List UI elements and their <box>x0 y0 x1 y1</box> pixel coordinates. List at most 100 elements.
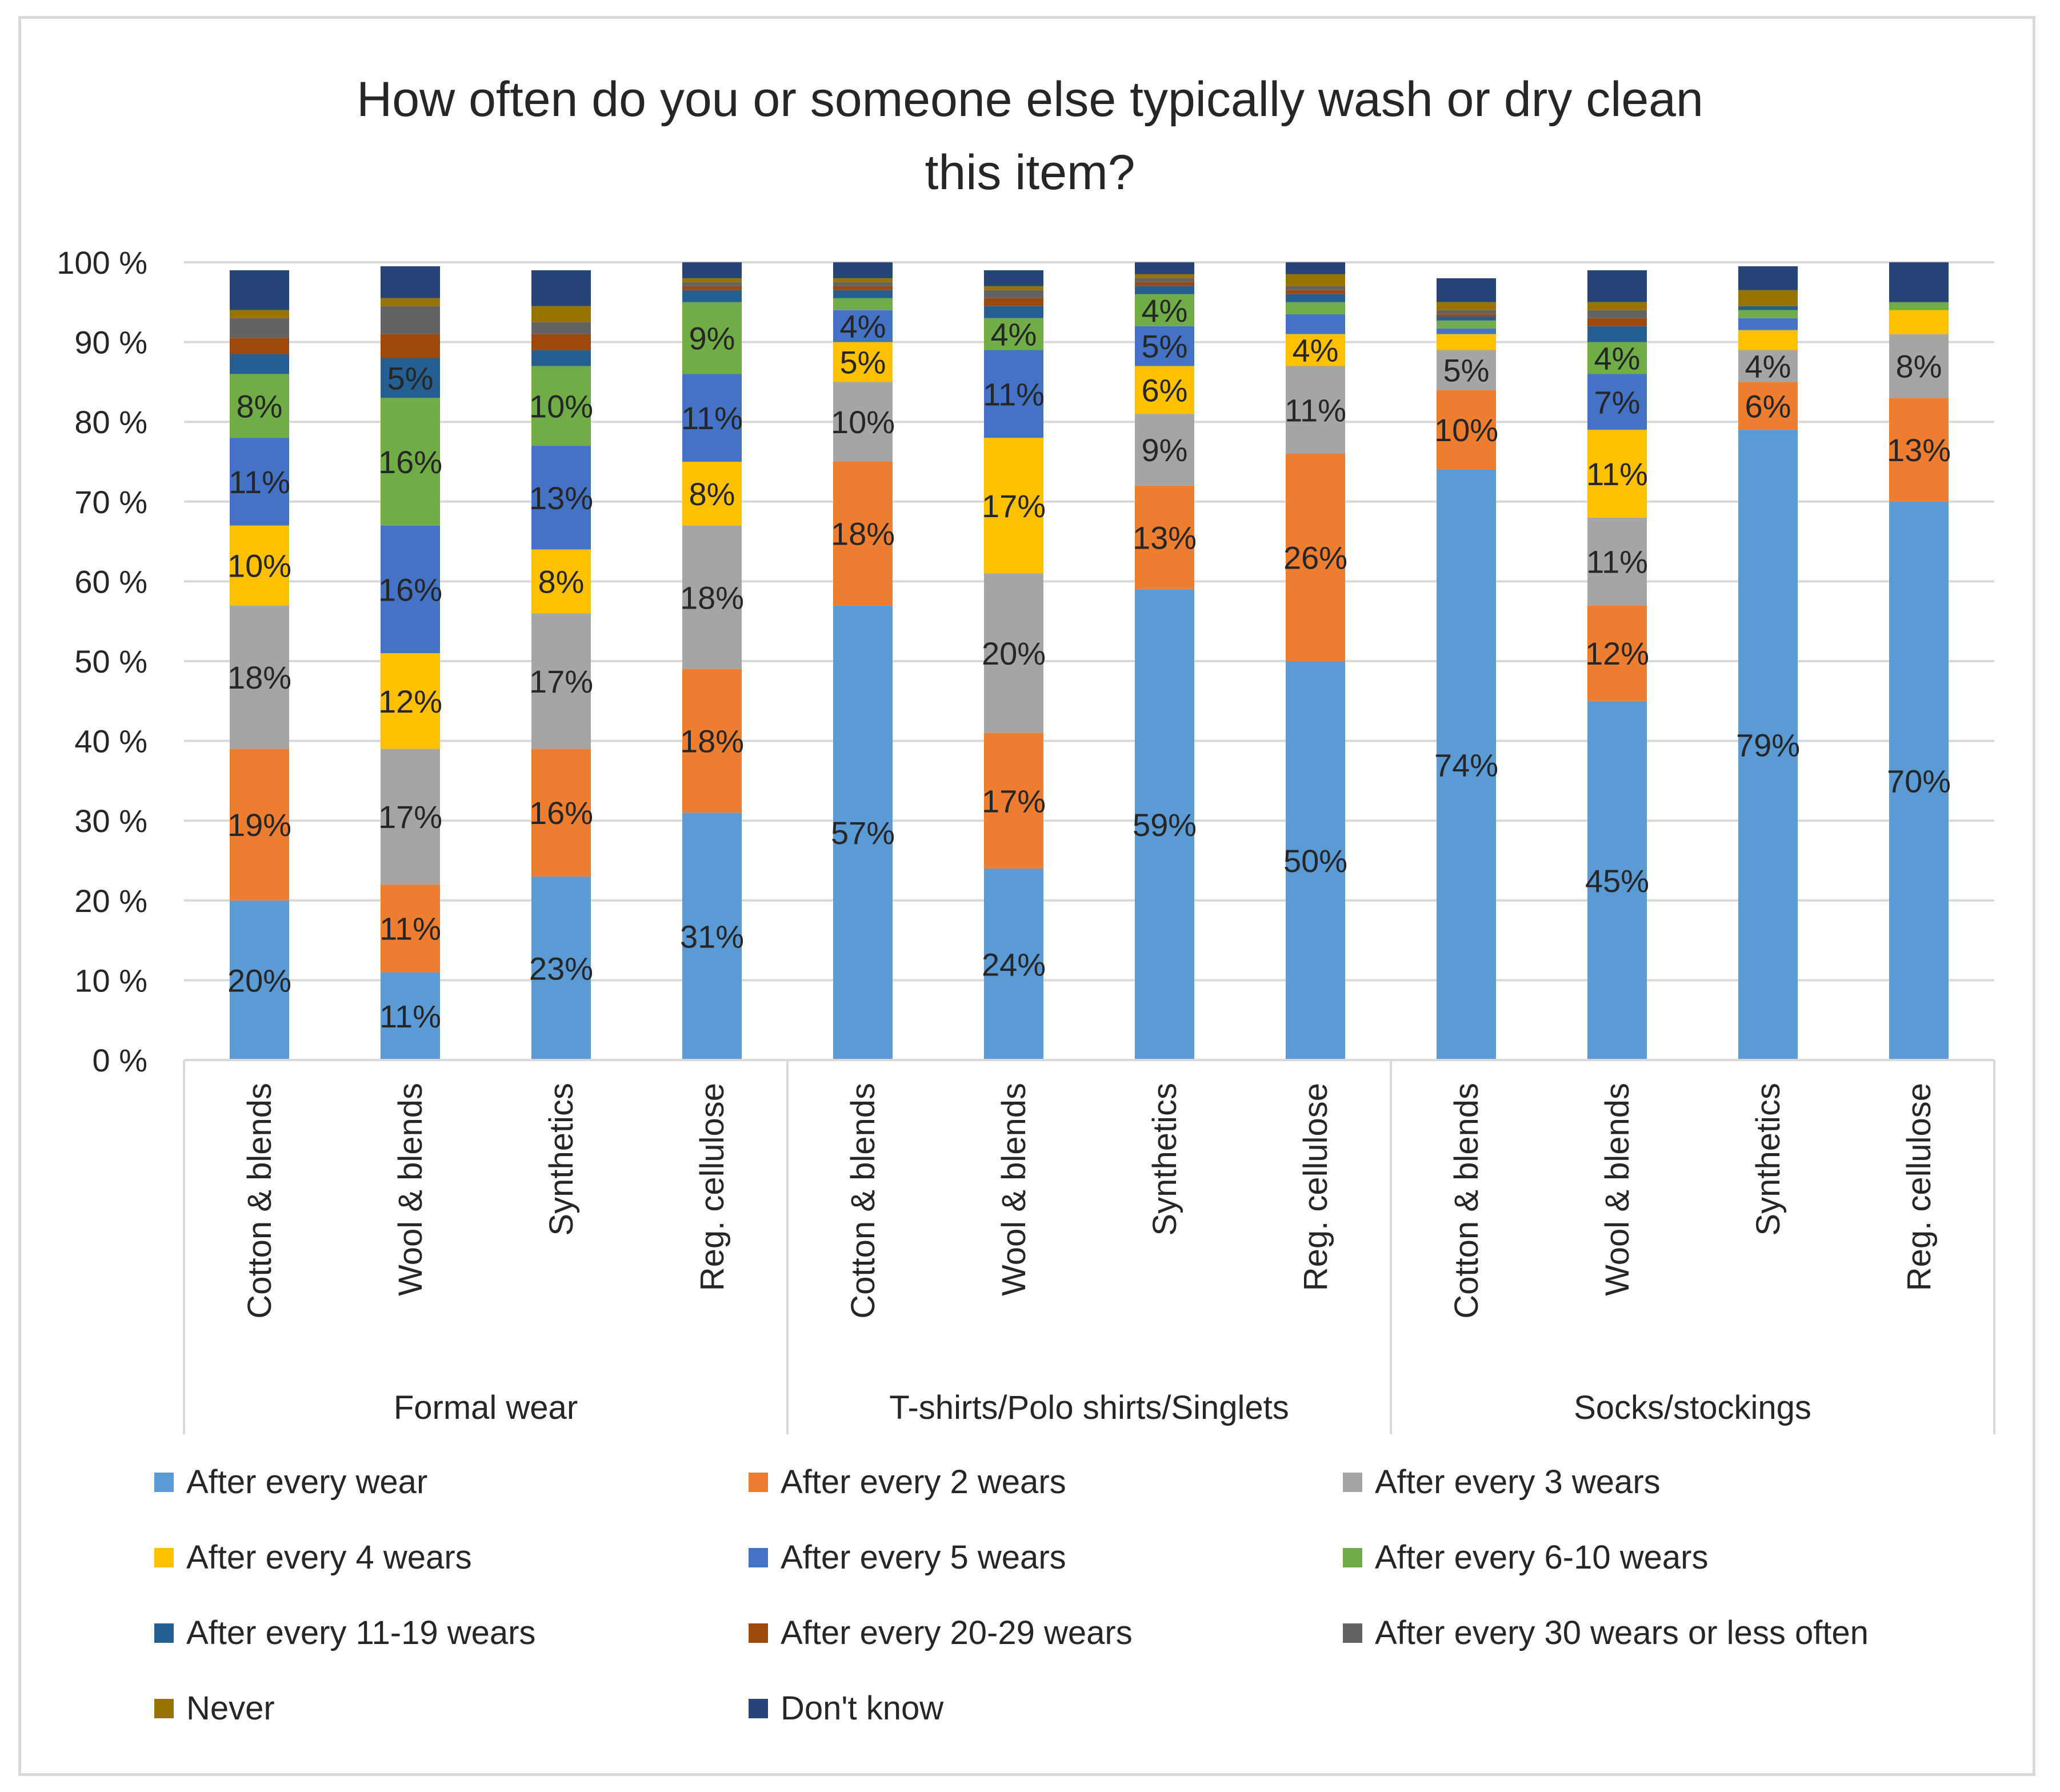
bar-segment <box>230 338 289 354</box>
bar-segment <box>1738 290 1798 306</box>
bar-segment <box>230 310 289 318</box>
data-label: 4% <box>1594 341 1641 377</box>
legend-swatch <box>749 1698 768 1718</box>
legend-swatch <box>1343 1623 1362 1643</box>
data-label: 12% <box>1585 635 1649 671</box>
bar-segment <box>1889 501 1949 1060</box>
data-label: 18% <box>680 579 744 615</box>
bar-segment <box>1437 320 1496 329</box>
bar-segment <box>1738 306 1798 310</box>
y-tick-label: 90 % <box>74 325 147 361</box>
category-label: Cotton & blends <box>241 1083 278 1319</box>
bar-segment <box>984 290 1043 298</box>
bar-segment <box>531 306 591 322</box>
data-label: 5% <box>1142 329 1188 365</box>
bar-segment <box>682 374 742 462</box>
legend-label: After every 30 wears or less often <box>1375 1614 1869 1651</box>
legend-label: Never <box>186 1690 275 1727</box>
bar-segment <box>381 266 440 298</box>
legend-item: After every 11-19 wears <box>154 1614 535 1652</box>
bar-segment <box>381 884 440 973</box>
bar-segment <box>833 382 893 462</box>
data-label: 13% <box>529 480 593 516</box>
legend-label: After every 20-29 wears <box>781 1614 1133 1651</box>
data-label: 13% <box>1887 432 1951 468</box>
y-tick-label: 20 % <box>74 883 147 919</box>
group-label: Formal wear <box>394 1389 578 1426</box>
bar-segment <box>1286 274 1345 286</box>
legend-item: After every 3 wears <box>1343 1463 1661 1501</box>
bar-segment <box>230 438 289 526</box>
bar-segment <box>1587 517 1647 606</box>
y-tick-label: 100 % <box>57 245 147 281</box>
chart-title-line-1: How often do you or someone else typical… <box>357 72 1703 127</box>
data-label: 18% <box>831 516 895 552</box>
bar-segment <box>531 876 591 1060</box>
bar-segment <box>1437 390 1496 470</box>
legend-label: After every 2 wears <box>781 1463 1066 1501</box>
legend-item: Don't know <box>749 1689 943 1727</box>
chart-title: How often do you or someone else typical… <box>0 63 2060 209</box>
bar-segment <box>1889 334 1949 398</box>
bar-segment <box>1286 262 1345 274</box>
y-tick-label: 40 % <box>74 723 147 759</box>
bar-segment <box>984 270 1043 286</box>
bar-segment <box>1286 661 1345 1060</box>
bar-segment <box>1437 310 1496 314</box>
bar-segment <box>682 462 742 526</box>
category-label: Reg. cellulose <box>1297 1083 1334 1291</box>
bar-segment <box>682 302 742 374</box>
y-tick-label: 0 % <box>93 1042 148 1078</box>
legend-swatch <box>1343 1547 1362 1567</box>
bar-segment <box>984 573 1043 733</box>
bar-segment <box>1135 286 1194 294</box>
bar-segment <box>1437 316 1496 321</box>
bar-segment <box>531 749 591 877</box>
bar-segment <box>381 298 440 306</box>
bar-segment <box>984 298 1043 306</box>
bar-segment <box>381 398 440 526</box>
legend-swatch <box>154 1698 174 1718</box>
data-label: 9% <box>1142 432 1188 468</box>
bar-segment <box>531 366 591 446</box>
data-label: 20% <box>227 962 291 998</box>
bar-segment <box>381 972 440 1060</box>
data-label: 24% <box>982 946 1046 982</box>
data-label: 19% <box>227 807 291 843</box>
data-label: 8% <box>237 388 283 424</box>
data-label: 16% <box>378 444 442 480</box>
bar-segment <box>1135 294 1194 326</box>
data-label: 11% <box>379 911 441 947</box>
data-label: 6% <box>1142 372 1188 408</box>
bar-segment <box>1286 294 1345 302</box>
data-label: 11% <box>229 464 290 500</box>
bar-segment <box>1437 314 1496 317</box>
bar-segment <box>984 306 1043 318</box>
bar-segment <box>833 342 893 382</box>
category-label: Synthetics <box>543 1083 580 1236</box>
data-label: 11% <box>1586 544 1648 580</box>
bar-segment <box>1286 366 1345 454</box>
bar-segment <box>1135 262 1194 274</box>
data-label: 31% <box>680 919 744 955</box>
chart-title-line-2: this item? <box>925 145 1135 200</box>
data-label: 11% <box>681 400 743 436</box>
category-label: Cotton & blends <box>1448 1083 1485 1319</box>
data-label: 59% <box>1133 807 1197 843</box>
bar-segment <box>682 286 742 290</box>
bar-segment <box>381 358 440 398</box>
data-label: 11% <box>1285 392 1346 428</box>
y-tick-label: 10 % <box>74 962 147 998</box>
data-label: 50% <box>1283 843 1347 879</box>
bar-segment <box>1286 454 1345 661</box>
bar-segment <box>1286 286 1345 290</box>
legend-item: Never <box>154 1689 275 1727</box>
bar-segment <box>1437 328 1496 334</box>
bar-segment <box>1587 605 1647 701</box>
legend-label: After every 5 wears <box>781 1539 1066 1576</box>
bar-segment <box>984 733 1043 869</box>
category-label: Synthetics <box>1750 1083 1787 1236</box>
legend-swatch <box>749 1623 768 1643</box>
bar-segment <box>531 350 591 366</box>
bar-segment <box>1738 310 1798 318</box>
